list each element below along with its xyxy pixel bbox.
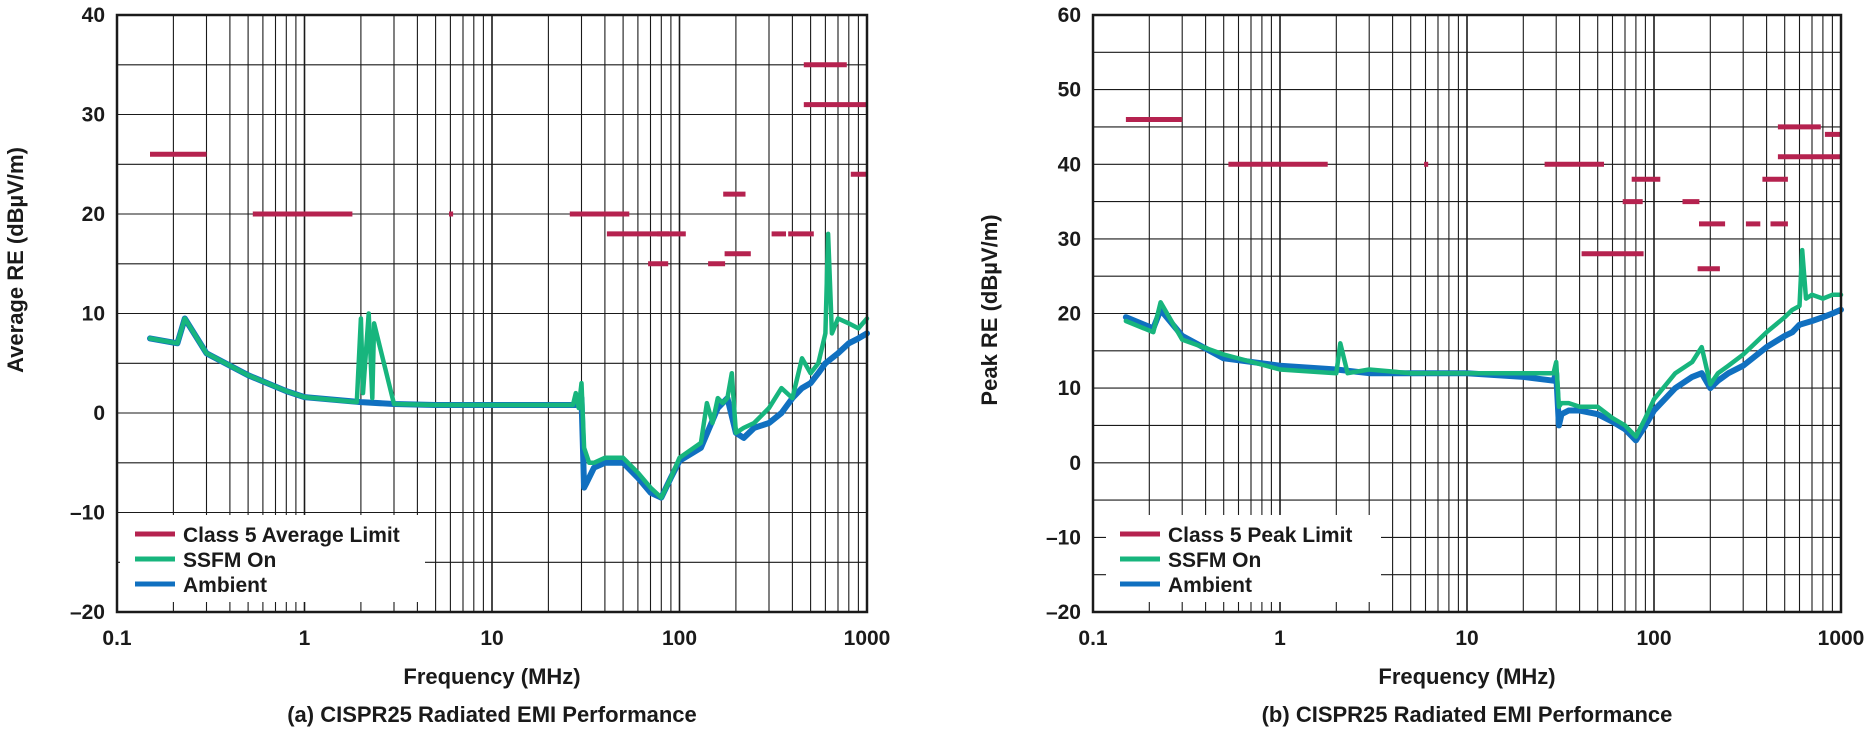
chart-b-y-tick-label: 0 — [1069, 452, 1081, 475]
chart-a-x-tick-label: 1000 — [844, 627, 891, 650]
chart-a-grid — [117, 15, 867, 612]
chart-a-series-ssfm-on — [147, 231, 870, 500]
chart-a-x-tick-label: 100 — [662, 627, 697, 650]
chart-a-y-tick-label: 30 — [82, 104, 105, 127]
chart-b-y-tick-label: 20 — [1058, 303, 1081, 326]
chart-b-series-ambient — [1122, 306, 1844, 444]
chart-b-x-tick-label: 1000 — [1818, 627, 1865, 650]
chart-b-y-tick-label: 10 — [1058, 377, 1081, 400]
chart-b-limit-lines — [1125, 117, 1841, 272]
chart-b-x-ticks: 0.1 1 10 100 1000 — [1078, 627, 1864, 650]
chart-a-plot-border — [115, 13, 869, 614]
chart-a-x-tick-label: 1 — [299, 627, 311, 650]
chart-b-y-tick-label: 30 — [1058, 228, 1081, 251]
chart-a-y-tick-label: –20 — [70, 601, 105, 624]
chart-a-y-tick-label: 0 — [93, 402, 105, 425]
chart-a-y-tick-label: –10 — [70, 502, 105, 525]
chart-a-series-ambient — [147, 315, 870, 501]
chart-a-caption: (a) CISPR25 Radiated EMI Performance — [287, 702, 697, 727]
chart-a-x-tick-label: 10 — [480, 627, 503, 650]
chart-a-x-axis-label: Frequency (MHz) — [403, 664, 580, 689]
chart-b-x-tick-label: 0.1 — [1078, 627, 1108, 650]
chart-b: –20 –10 0 10 20 30 40 50 60 0.1 1 10 100 1000 Peak R… — [977, 4, 1864, 727]
chart-a-y-axis-label: Average RE (dBµV/m) — [3, 147, 28, 373]
chart-b-x-tick-label: 1 — [1274, 627, 1286, 650]
chart-b-plot-border — [1091, 13, 1843, 614]
chart-a-y-tick-label: 10 — [82, 303, 105, 326]
chart-b-frame — [1091, 13, 1843, 614]
chart-b-series — [1122, 247, 1844, 444]
chart-a-y-ticks: –20 –10 0 10 20 30 40 — [70, 4, 105, 624]
chart-a-legend: Class 5 Average Limit SSFM On Ambient — [120, 515, 425, 602]
chart-a-y-tick-label: 20 — [82, 203, 105, 226]
chart-a-limit-lines — [150, 62, 867, 267]
chart-b-x-tick-label: 100 — [1636, 627, 1671, 650]
chart-b-legend-label-ssfm: SSFM On — [1168, 549, 1261, 572]
chart-b-y-ticks: –20 –10 0 10 20 30 40 50 60 — [1046, 4, 1081, 624]
chart-b-y-tick-label: 40 — [1058, 153, 1081, 176]
chart-b-y-tick-label: 60 — [1058, 4, 1081, 27]
chart-b-y-tick-label: –20 — [1046, 601, 1081, 624]
chart-a-legend-label-ssfm: SSFM On — [183, 549, 276, 572]
chart-b-x-tick-label: 10 — [1455, 627, 1478, 650]
chart-b-x-axis-label: Frequency (MHz) — [1378, 664, 1555, 689]
chart-a-x-tick-label: 0.1 — [102, 627, 132, 650]
chart-a-frame — [115, 13, 869, 614]
chart-b-caption: (b) CISPR25 Radiated EMI Performance — [1262, 702, 1673, 727]
chart-b-series-ssfm-on — [1123, 247, 1844, 439]
chart-a-x-ticks: 0.1 1 10 100 1000 — [102, 627, 890, 650]
chart-b-legend-label-limit: Class 5 Peak Limit — [1168, 524, 1352, 547]
chart-a-series — [147, 231, 870, 501]
chart-b-y-axis-label: Peak RE (dBµV/m) — [977, 214, 1002, 405]
chart-b-legend: Class 5 Peak Limit SSFM On Ambient — [1106, 515, 1381, 602]
chart-a-y-tick-label: 40 — [82, 4, 105, 27]
chart-b-y-tick-label: 50 — [1058, 79, 1081, 102]
chart-a-legend-label-ambient: Ambient — [183, 574, 267, 597]
chart-a: –20 –10 0 10 20 30 40 0.1 1 10 100 1000 Average RE… — [3, 4, 890, 727]
chart-a-legend-label-limit: Class 5 Average Limit — [183, 524, 400, 547]
chart-b-y-tick-label: –10 — [1046, 526, 1081, 549]
chart-b-legend-label-ambient: Ambient — [1168, 574, 1252, 597]
